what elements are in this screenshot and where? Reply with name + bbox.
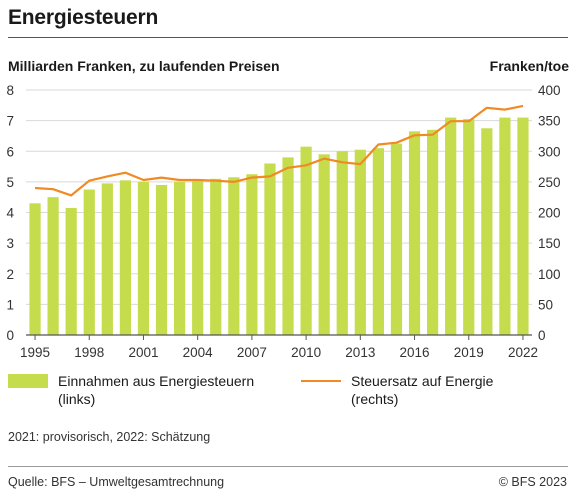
tax-rate-line [34,104,524,197]
bar [155,184,168,335]
chart-title: Energiesteuern [8,6,159,29]
bar [318,154,330,335]
footer-divider [8,466,568,467]
legend-line-label-line1: Steuersatz auf Energie [351,373,494,389]
y-right-tick-label: 100 [538,267,561,282]
bar [517,117,529,335]
x-tick-label: 2016 [400,345,430,360]
legend-bar-label: Einnahmen aus Energiesteuern (links) [58,372,254,408]
y-right-tick-label: 400 [538,83,561,98]
bar [29,203,41,335]
y-left-tick-label: 4 [6,206,14,221]
y-right-tick-label: 200 [538,206,561,221]
legend-bar-label-line1: Einnahmen aus Energiesteuern [58,373,255,389]
bar [372,148,384,335]
title-divider [8,37,568,38]
legend-line-label-line2: (rechts) [351,391,399,407]
bar [101,183,113,335]
bar [282,157,294,335]
legend: Einnahmen aus Energiesteuern (links) Ste… [0,372,575,412]
x-tick-label: 2001 [128,345,158,360]
bar [137,181,150,335]
y-right-tick-label: 150 [538,236,561,251]
bar [47,197,59,335]
x-tick-label: 2019 [454,345,484,360]
bar [427,129,439,335]
legend-bar-label-line2: (links) [58,391,96,407]
bar [264,163,276,335]
bar [408,131,421,335]
legend-line-swatch [301,380,341,382]
y-left-tick-label: 0 [6,328,14,343]
bar [246,174,258,335]
y-left-tick-label: 8 [6,83,14,98]
y-right-tick-label: 250 [538,175,561,190]
bar [210,178,222,335]
footnote: 2021: provisorisch, 2022: Schätzung [8,430,211,444]
bar [481,128,493,335]
x-tick-label: 2007 [237,345,267,360]
y-left-tick-label: 3 [6,236,14,251]
x-tick-label: 2010 [291,345,321,360]
y-right-tick-label: 300 [538,144,561,159]
bar [228,177,240,335]
bar [354,149,366,335]
legend-line-label: Steuersatz auf Energie (rechts) [351,372,493,408]
left-axis-unit: Milliarden Franken, zu laufenden Preisen [8,58,280,74]
y-right-tick-label: 350 [538,114,561,129]
x-tick-label: 1995 [20,345,50,360]
bar [192,180,204,335]
right-axis-unit: Franken/toe [489,58,569,74]
bar [463,119,475,335]
bar [499,117,511,335]
source-text: Quelle: BFS – Umweltgesamtrechnung [8,475,225,489]
bar [445,117,457,335]
bar [300,146,312,335]
copyright-text: © BFS 2023 [498,475,567,489]
y-right-tick-label: 50 [538,297,553,312]
y-left-tick-label: 7 [6,114,14,129]
legend-bar-swatch [8,374,48,388]
bar [65,207,77,335]
y-left-tick-label: 1 [6,297,14,312]
y-left-tick-label: 5 [6,175,14,190]
bar [119,180,131,335]
y-left-tick-label: 2 [6,267,14,282]
bar [83,189,95,335]
x-tick-label: 2022 [508,345,538,360]
bar [336,151,348,335]
x-tick-label: 2004 [183,345,214,360]
bar [390,143,403,335]
x-tick-label: 2013 [345,345,375,360]
x-tick-label: 1998 [74,345,104,360]
bar [174,181,186,335]
y-right-tick-label: 0 [538,328,546,343]
y-left-tick-label: 6 [6,144,14,159]
